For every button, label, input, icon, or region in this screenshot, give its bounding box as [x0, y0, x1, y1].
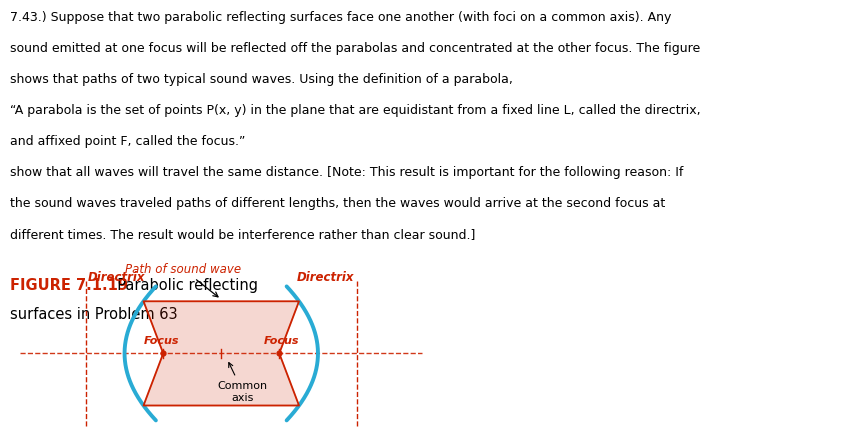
- Text: different times. The result would be interference rather than clear sound.]: different times. The result would be int…: [10, 227, 476, 240]
- Text: sound emitted at one focus will be reflected off the parabolas and concentrated : sound emitted at one focus will be refle…: [10, 42, 700, 55]
- Text: Directrix: Directrix: [297, 270, 355, 283]
- Text: Directrix: Directrix: [88, 270, 146, 283]
- Text: the sound waves traveled paths of different lengths, then the waves would arrive: the sound waves traveled paths of differ…: [10, 197, 665, 209]
- Text: FIGURE 7.1.19: FIGURE 7.1.19: [10, 277, 129, 292]
- Text: show that all waves will travel the same distance. [Note: This result is importa: show that all waves will travel the same…: [10, 166, 683, 178]
- Text: surfaces in Problem 63: surfaces in Problem 63: [10, 307, 178, 322]
- Text: shows that paths of two typical sound waves. Using the definition of a parabola,: shows that paths of two typical sound wa…: [10, 73, 513, 86]
- Text: “A parabola is the set of points P(x, y) in the plane that are equidistant from : “A parabola is the set of points P(x, y)…: [10, 104, 701, 117]
- Text: Path of sound wave: Path of sound wave: [124, 263, 241, 297]
- Text: and affixed point F, called the focus.”: and affixed point F, called the focus.”: [10, 135, 246, 147]
- Polygon shape: [144, 301, 299, 405]
- Text: 7.43.) Suppose that two parabolic reflecting surfaces face one another (with foc: 7.43.) Suppose that two parabolic reflec…: [10, 11, 671, 24]
- Text: Focus: Focus: [144, 335, 179, 345]
- Text: Focus: Focus: [264, 335, 299, 345]
- Text: Common
axis: Common axis: [218, 363, 267, 402]
- Text: Parabolic reflecting: Parabolic reflecting: [108, 277, 258, 292]
